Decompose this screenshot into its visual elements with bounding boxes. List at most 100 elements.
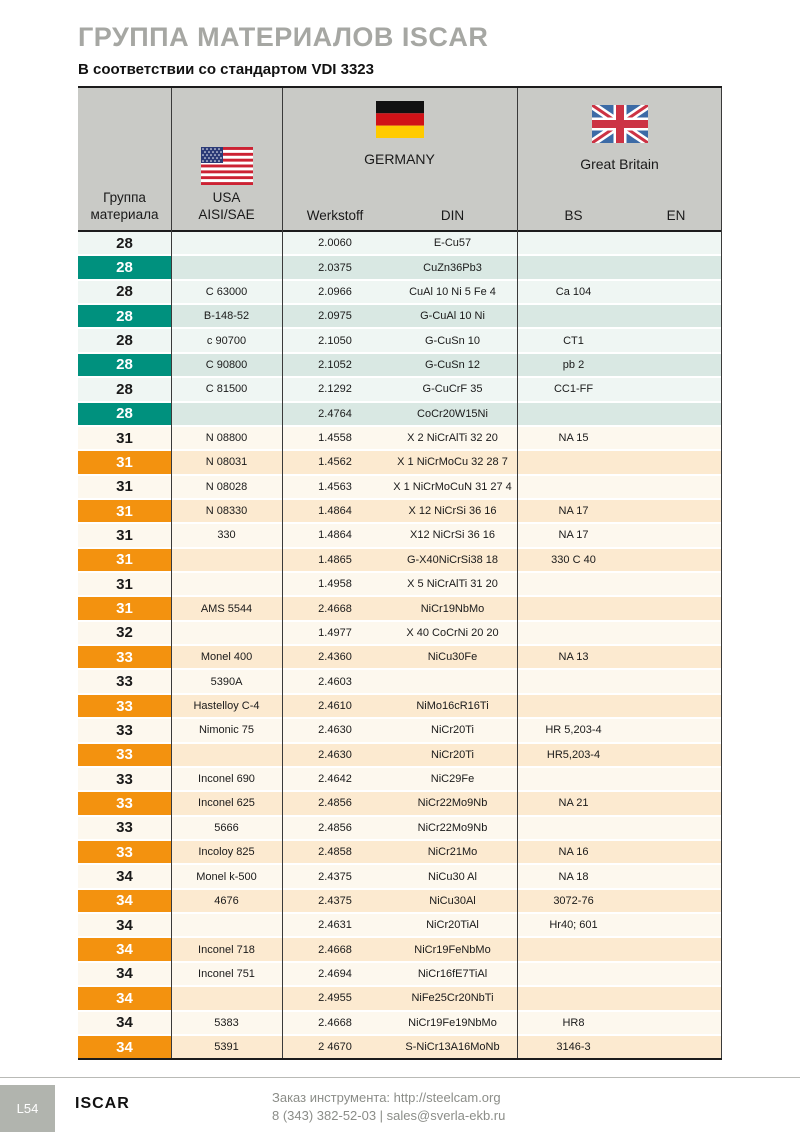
table-row: 34 2.4631 NiCr20TiAl Hr40; 601 — [78, 914, 722, 939]
aisi-sae-cell: B-148-52 — [203, 310, 250, 323]
aisi-sae-cell: Hastelloy C-4 — [193, 700, 260, 712]
aisi-sae-cell — [171, 573, 282, 595]
bs-cell — [517, 987, 630, 1009]
bs-cell — [517, 963, 630, 985]
table-row: 31 N 08800 1.4558 X 2 NiCrAlTi 32 20 NA … — [78, 426, 722, 452]
werkstoff-cell: 2.4764 — [318, 407, 352, 420]
bs-cell: 3072-76 — [553, 894, 594, 907]
aisi-sae-cell: Inconel 718 — [198, 943, 255, 956]
page-title: ГРУППА МАТЕРИАЛОВ ISCAR — [78, 22, 489, 52]
table-row: 34 2.4955 NiFe25Cr20NbTi — [78, 987, 722, 1012]
aisi-sae-cell — [171, 622, 282, 644]
group-cell: 33 — [116, 721, 133, 739]
werkstoff-cell: 2.4668 — [318, 1016, 352, 1029]
werkstoff-cell: 2.4375 — [318, 894, 352, 907]
group-cell: 28 — [116, 234, 133, 252]
germany-country-label: GERMANY — [364, 151, 435, 167]
bs-cell — [517, 256, 630, 278]
werkstoff-cell: 1.4864 — [318, 529, 352, 542]
group-cell: 33 — [78, 694, 171, 718]
group-cell: 31 — [116, 526, 133, 544]
table-row: 33 5390A 2.4603 — [78, 670, 722, 695]
aisi-sae-cell: Monel 400 — [200, 651, 253, 664]
usa-standard-label: AISI/SAE — [198, 207, 255, 222]
table-row: 34 Inconel 718 2.4668 NiCr19FeNbMo — [78, 938, 722, 963]
aisi-sae-cell — [171, 987, 282, 1009]
en-cell — [630, 256, 722, 278]
en-cell — [630, 646, 722, 668]
aisi-sae-cell — [171, 744, 282, 766]
werkstoff-cell: 2.1292 — [318, 383, 352, 396]
bs-column-header: BS — [564, 208, 583, 223]
en-cell — [630, 500, 722, 522]
aisi-sae-cell: C 90800 — [205, 358, 248, 371]
bs-cell: 3146-3 — [556, 1041, 591, 1054]
din-cell: G-CuSn 10 — [424, 334, 481, 347]
werkstoff-cell: 2.0375 — [318, 261, 352, 274]
table-row: 31 AMS 5544 2.4668 NiCr19NbMo — [78, 597, 722, 622]
group-cell: 31 — [78, 597, 171, 620]
din-cell: X 40 CoCrNi 20 20 — [406, 626, 499, 639]
bs-cell: CT1 — [563, 334, 584, 347]
aisi-sae-cell: Inconel 751 — [198, 967, 255, 980]
group-cell: 28 — [78, 256, 171, 279]
din-cell: NiCr19NbMo — [420, 602, 485, 615]
group-cell: 34 — [116, 916, 133, 934]
group-cell: 34 — [78, 987, 171, 1010]
werkstoff-cell: 1.4563 — [318, 480, 352, 493]
din-cell: NiCr22Mo9Nb — [417, 797, 488, 810]
din-cell: NiCu30Fe — [427, 651, 478, 664]
en-cell — [630, 768, 722, 790]
din-cell: CuAl 10 Ni 5 Fe 4 — [409, 285, 496, 298]
table-row: 33 2.4630 NiCr20Ti HR5,203-4 — [78, 743, 722, 768]
bs-cell — [517, 768, 630, 790]
aisi-sae-cell: 5390A — [210, 675, 243, 688]
table-row: 33 Monel 400 2.4360 NiCu30Fe NA 13 — [78, 646, 722, 671]
werkstoff-cell: 2.4856 — [318, 797, 352, 810]
table-row: 33 Incoloy 825 2.4858 NiCr21Mo NA 16 — [78, 840, 722, 866]
aisi-sae-cell: Nimonic 75 — [198, 724, 255, 737]
table-row: 33 Inconel 625 2.4856 NiCr22Mo9Nb NA 21 — [78, 792, 722, 817]
werkstoff-cell: 2.4610 — [318, 700, 352, 712]
table-body: 28 2.0060 E-Cu57 28 2.0375 CuZn36Pb3 28 … — [78, 232, 722, 1059]
group-cell: 33 — [78, 646, 171, 669]
table-row: 28 B-148-52 2.0975 G-CuAl 10 Ni — [78, 305, 722, 330]
group-cell: 32 — [116, 624, 133, 642]
din-cell: NiMo16cR16Ti — [416, 700, 489, 712]
bs-cell: pb 2 — [562, 358, 585, 371]
werkstoff-cell: 2.0060 — [318, 237, 352, 250]
bs-cell: NA 16 — [558, 846, 589, 859]
en-cell — [630, 890, 722, 912]
din-cell: X 1 NiCrMoCuN 31 27 4 — [393, 480, 512, 493]
din-cell: NiCr20Ti — [431, 748, 474, 761]
en-cell — [630, 719, 722, 741]
table-row: 33 Hastelloy C-4 2.4610 NiMo16cR16Ti — [78, 694, 722, 720]
werkstoff-column-header: Werkstoff — [306, 208, 364, 223]
werkstoff-cell: 2.4668 — [318, 602, 352, 615]
group-cell: 31 — [78, 548, 171, 572]
din-cell: G-CuSn 12 — [424, 358, 481, 371]
din-column-header: DIN — [440, 208, 465, 223]
din-cell: NiCr16fE7TiAl — [417, 967, 488, 980]
table-row: 28 C 63000 2.0966 CuAl 10 Ni 5 Fe 4 Ca 1… — [78, 280, 722, 306]
en-cell — [630, 305, 722, 327]
din-cell: NiFe25Cr20NbTi — [411, 992, 494, 1005]
din-cell: NiCu30 Al — [428, 870, 477, 883]
aisi-sae-cell: AMS 5544 — [200, 602, 253, 615]
group-header-column: Группа материала — [78, 88, 171, 230]
din-cell: X12 NiCrSi 36 16 — [410, 529, 495, 542]
en-cell — [630, 451, 722, 473]
bs-cell: NA 17 — [558, 529, 589, 542]
en-cell — [630, 744, 722, 766]
table-row: 31 N 08028 1.4563 X 1 NiCrMoCuN 31 27 4 — [78, 475, 722, 500]
table-row: 28 C 90800 2.1052 G-CuSn 12 pb 2 — [78, 353, 722, 379]
bs-cell — [517, 695, 630, 717]
din-cell: E-Cu57 — [433, 237, 472, 250]
bs-cell: HR8 — [562, 1016, 585, 1029]
brand-logo: ISCAR — [75, 1095, 130, 1112]
aisi-sae-cell: C 81500 — [205, 383, 248, 396]
werkstoff-cell: 2.0966 — [318, 285, 352, 298]
aisi-sae-cell: N 08028 — [205, 480, 248, 493]
aisi-sae-cell: 4676 — [214, 894, 239, 907]
en-cell — [630, 573, 722, 595]
